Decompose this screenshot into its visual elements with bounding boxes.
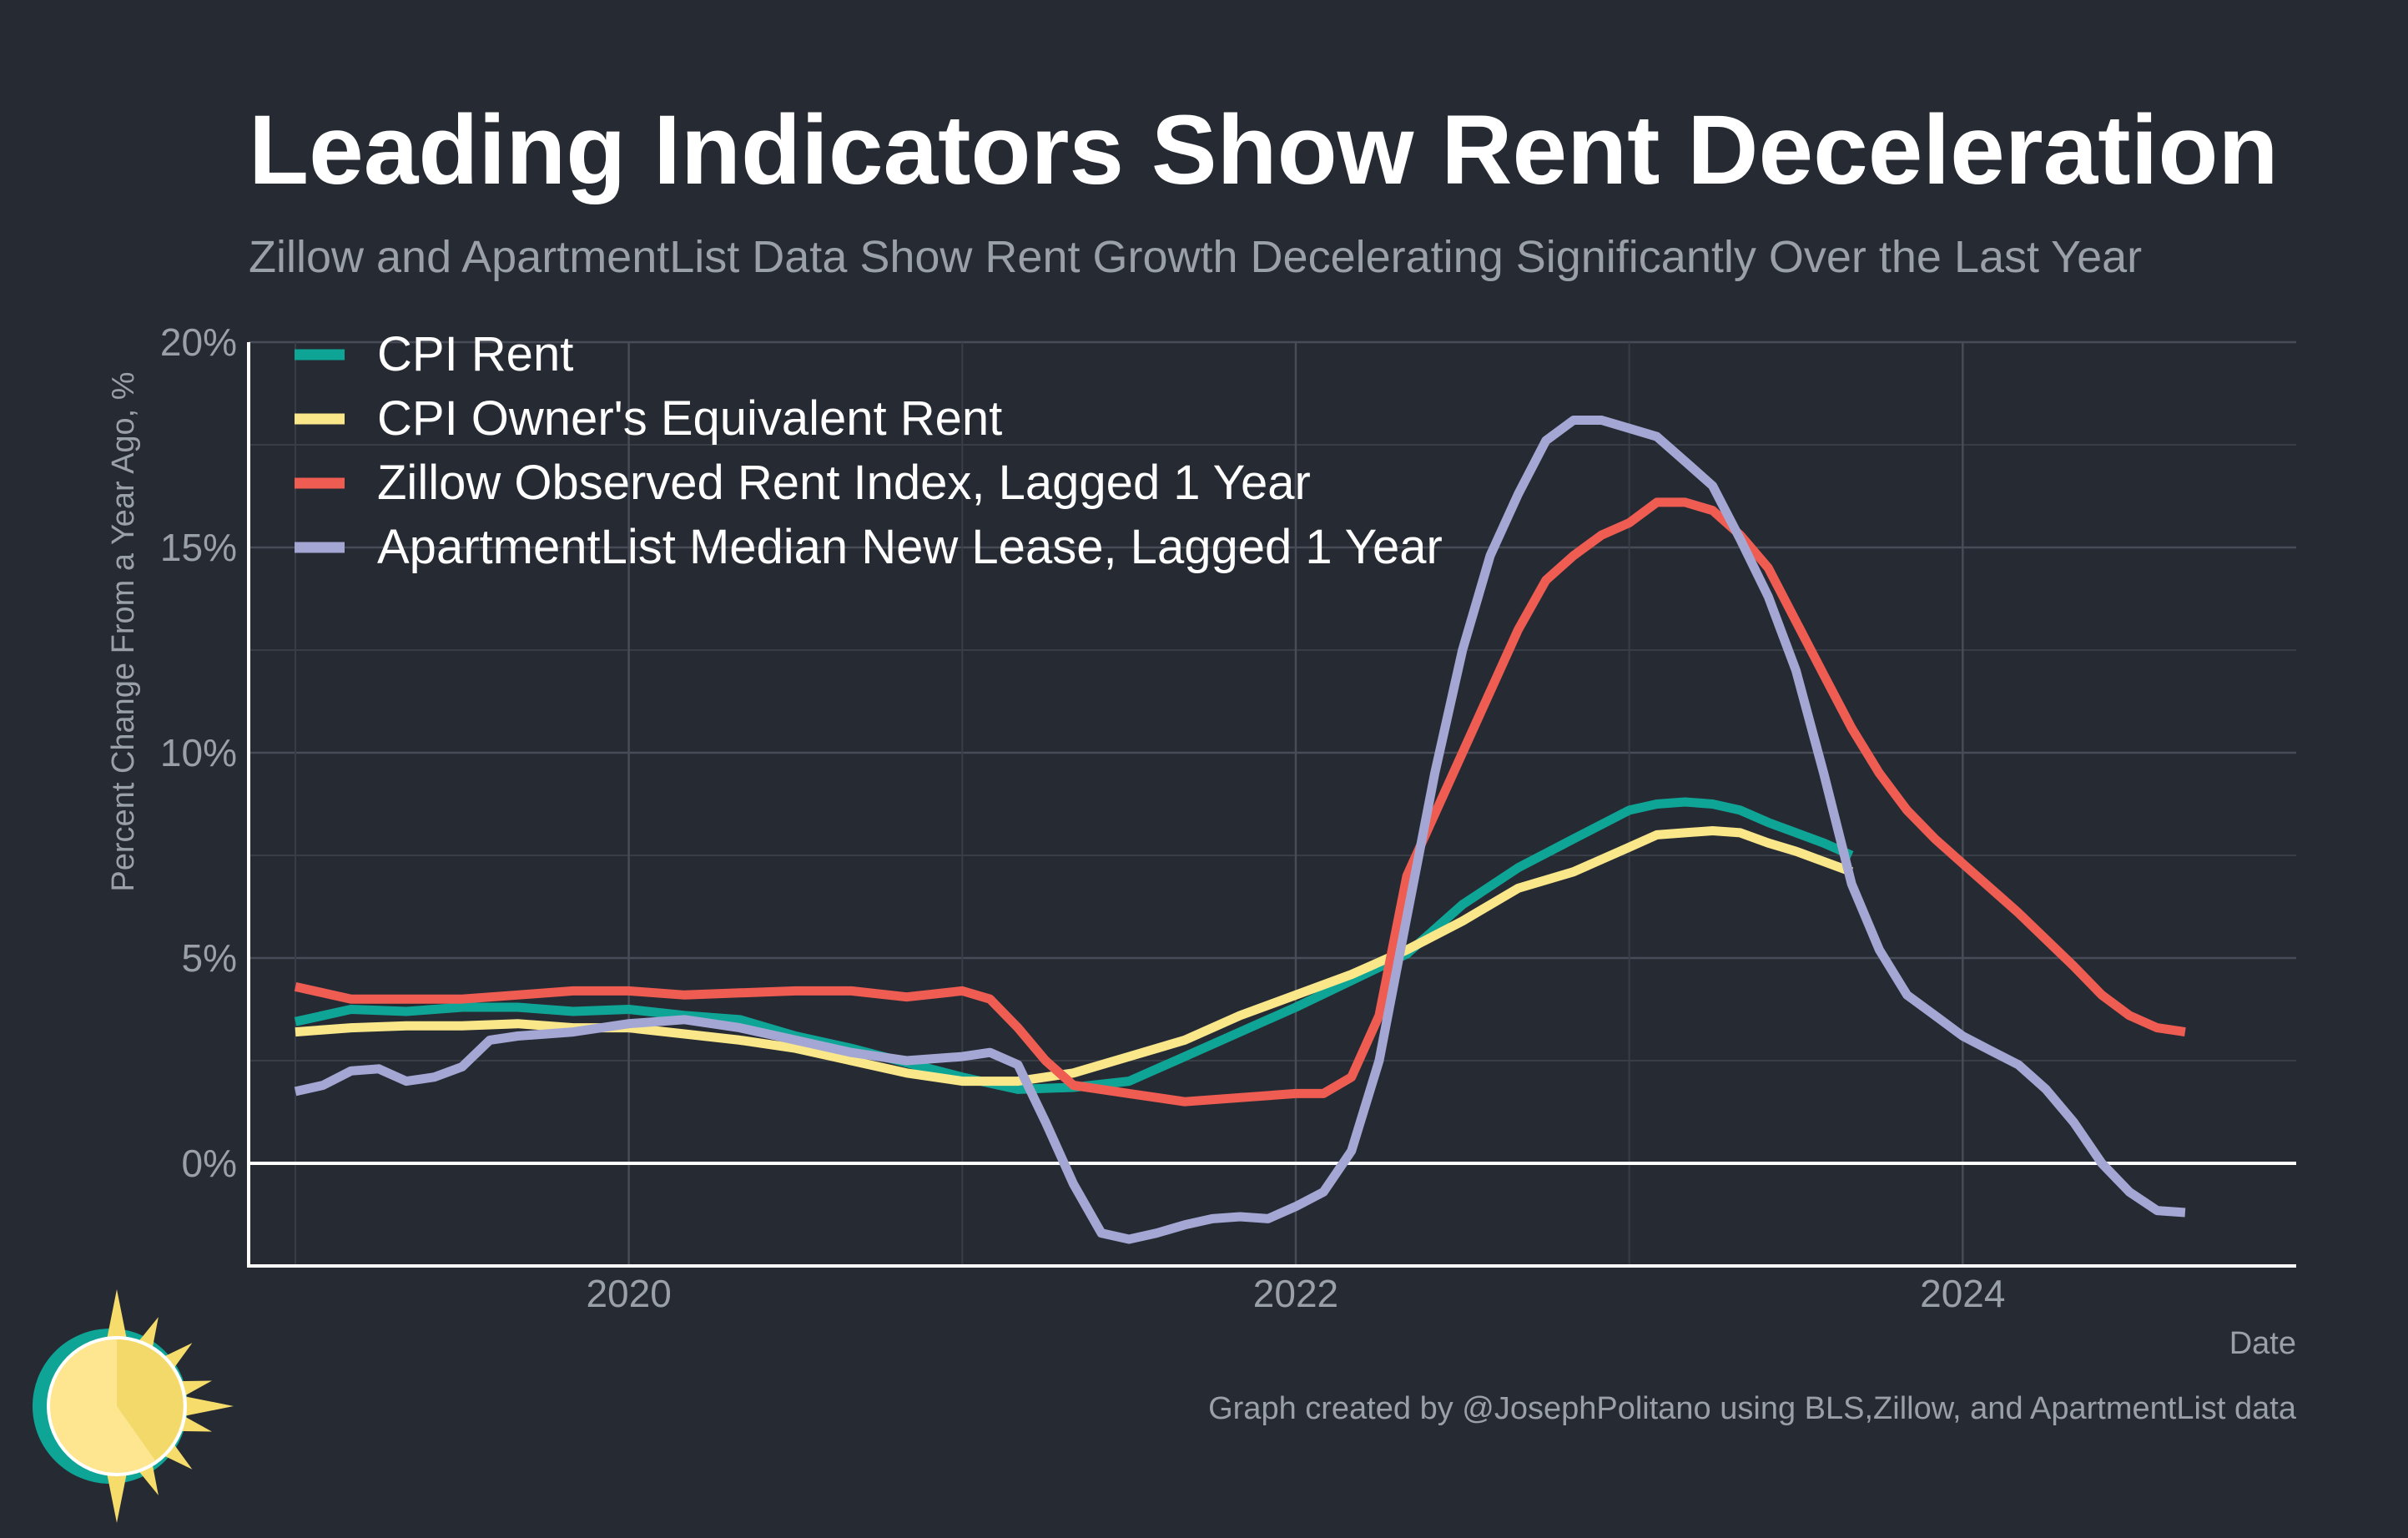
y-tick-label: 10% bbox=[160, 731, 237, 774]
series-line-3 bbox=[294, 497, 2186, 1107]
sun-ray-shape bbox=[105, 1465, 128, 1523]
source-caption: Graph created by @JosephPolitano using B… bbox=[1208, 1391, 2297, 1426]
x-tick-label: 2022 bbox=[1253, 1272, 1338, 1315]
axes bbox=[247, 342, 2296, 1268]
x-tick-label: 2024 bbox=[1920, 1272, 2005, 1315]
series-line-2 bbox=[295, 826, 1854, 1087]
y-tick-label: 15% bbox=[160, 526, 237, 569]
series-line-4 bbox=[294, 416, 2186, 1244]
legend-label: ApartmentList Median New Lease, Lagged 1… bbox=[377, 520, 1443, 574]
y-axis-title: Percent Change From a Year Ago, % bbox=[106, 371, 141, 891]
series-lines bbox=[294, 416, 2186, 1244]
series-line-1 bbox=[294, 797, 1854, 1094]
sun-ray-shape bbox=[105, 1289, 128, 1348]
legend-label: Zillow Observed Rent Index, Lagged 1 Yea… bbox=[377, 456, 1311, 510]
chart-title: Leading Indicators Show Rent Deceleratio… bbox=[249, 95, 2279, 205]
sun-logo-icon bbox=[33, 1289, 234, 1523]
legend-label: CPI Owner's Equivalent Rent bbox=[377, 391, 1002, 446]
y-tick-label: 0% bbox=[182, 1142, 237, 1185]
x-tick-labels: 2020 2022 2024 bbox=[586, 1272, 2005, 1315]
y-tick-label: 5% bbox=[182, 936, 237, 980]
x-axis-title: Date bbox=[2229, 1326, 2296, 1361]
y-tick-label: 20% bbox=[160, 320, 237, 364]
x-tick-label: 2020 bbox=[586, 1272, 671, 1315]
sun-ray-shape bbox=[175, 1394, 234, 1418]
legend-label: CPI Rent bbox=[377, 327, 573, 381]
legend: CPI Rent CPI Owner's Equivalent Rent Zillo… bbox=[295, 327, 1443, 574]
y-tick-labels: 0% 5% 10% 15% 20% bbox=[160, 320, 237, 1185]
grid-lines bbox=[249, 340, 2296, 1267]
chart-subtitle: Zillow and ApartmentList Data Show Rent … bbox=[249, 232, 2142, 282]
